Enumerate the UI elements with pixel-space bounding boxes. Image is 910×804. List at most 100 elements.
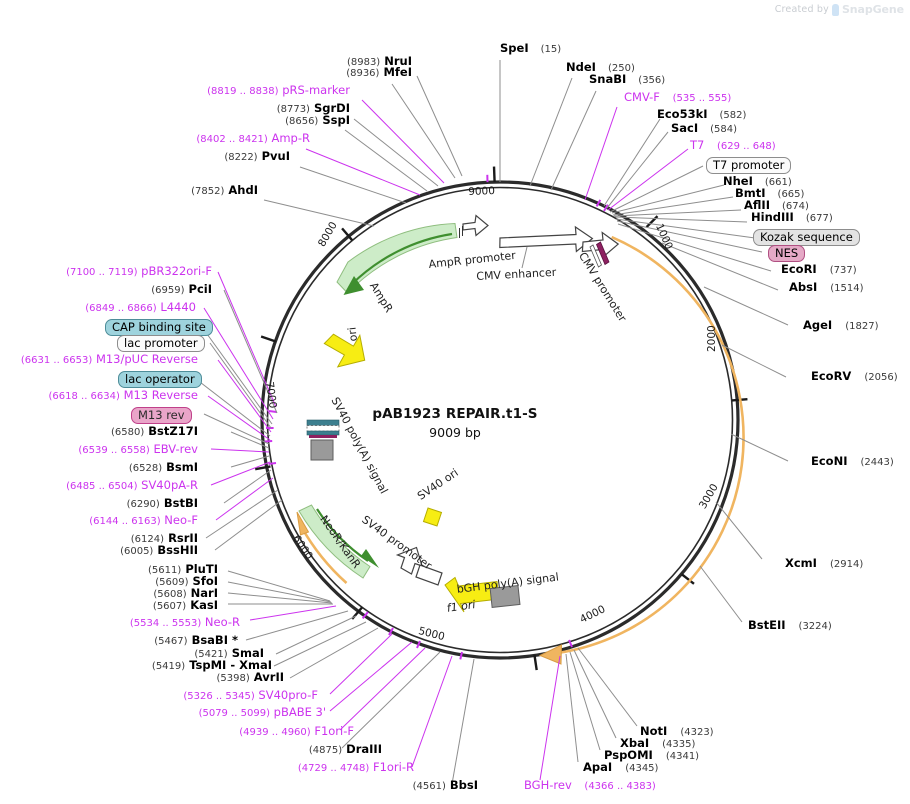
label-absi-pos: (1514) [830,283,864,294]
label-f1ori-r-pos: (4729 .. 4748) [297,763,370,774]
label-aflii[interactable]: AflII (674) [744,199,809,212]
label-m13-reverse[interactable]: (6618 .. 6634) M13 Reverse [0,389,198,402]
label-eco53ki-name: Eco53kI [657,107,708,121]
label-sfoi[interactable]: (5609) SfoI [0,575,218,588]
label-bbsi-pos: (4561) [412,781,446,792]
label-f1ori-f-name: F1ori-F [314,724,354,738]
label-draiii[interactable]: (4875) DraIII [0,742,382,756]
label-spei-name: SpeI [500,41,529,55]
label-sv40pa-r[interactable]: (6485 .. 6504) SV40pA-R [0,479,198,492]
chip-m13-rev[interactable]: M13 rev [131,407,192,425]
snapgene-watermark: Created by SnapGene [775,3,904,16]
label-smai[interactable]: (5421) SmaI [0,646,264,660]
label-neo-r[interactable]: (5534 .. 5553) Neo-R [0,616,240,629]
label-pvui[interactable]: (8222) PvuI [20,150,290,163]
label-sspi[interactable]: (8656) SspI [60,114,350,127]
chip-t7-promoter[interactable]: T7 promoter [706,157,792,175]
label-bsmi-name: BsmI [166,460,198,474]
label-f1ori-f[interactable]: (4939 .. 4960) F1ori-F [0,724,354,738]
leader-lines-right [661,242,789,623]
label-nhei[interactable]: NheI (661) [723,175,792,188]
label-noti[interactable]: NotI (4323) [640,725,714,738]
label-kasi-name: KasI [190,598,218,612]
label-avrii[interactable]: (5398) AvrII [0,670,285,684]
label-bstei[interactable]: BstEII (3224) [748,619,832,632]
label-sv40pro-f[interactable]: (5326 .. 5345) SV40pro-F [0,689,318,702]
label-econi[interactable]: EcoNI (2443) [811,455,894,468]
label-m13-puc-reverse[interactable]: (6631 .. 6653) M13/pUC Reverse [0,353,198,366]
label-ndei-pos: (250) [607,63,635,74]
label-smai-name: SmaI [231,646,264,660]
label-pbabe-3p[interactable]: (5079 .. 5099) pBABE 3' [0,706,326,719]
label-mfei[interactable]: (8936) MfeI [150,66,412,79]
label-smai-pos: (5421) [194,649,228,660]
label-bsabi[interactable]: (5467) BsaBI * [0,634,238,647]
label-noti-pos: (4323) [680,727,714,738]
label-pcii[interactable]: (6959) PciI [0,283,212,296]
label-absi[interactable]: AbsI (1514) [789,281,864,294]
chip-cap-binding-site[interactable]: CAP binding site [105,319,213,337]
label-pluti[interactable]: (5611) PluTI [0,563,218,576]
label-saci-pos: (584) [710,124,738,135]
label-ahdi-name: AhdI [228,183,258,197]
label-f1ori-r[interactable]: (4729 .. 4748) F1ori-R [0,760,414,774]
label-eco53ki[interactable]: Eco53kI (582) [657,107,746,121]
label-bsmi[interactable]: (6528) BsmI [0,460,198,474]
label-hindiii[interactable]: HindIII (677) [751,211,833,224]
label-snabi-name: SnaBI [589,72,627,86]
label-bstz17i[interactable]: (6580) BstZ17I [0,425,198,438]
label-pspomi[interactable]: PspOMI (4341) [604,749,699,762]
label-bsshii[interactable]: (6005) BssHII [0,543,198,557]
label-ecori[interactable]: EcoRI (737) [781,263,857,276]
label-ahdi[interactable]: (7852) AhdI [10,183,258,197]
label-sgrdi[interactable]: (8773) SgrDI [60,102,350,115]
label-pluti-pos: (5611) [148,565,182,576]
label-bgh-rev[interactable]: BGH-rev (4366 .. 4383) [524,778,656,792]
label-saci-name: SacI [671,121,699,135]
label-spei[interactable]: SpeI (15) [500,41,561,55]
chip-kozak-sequence[interactable]: Kozak sequence [753,229,860,247]
chip-nes[interactable]: NES [768,245,806,263]
chip-lac-promoter[interactable]: lac promoter [117,335,205,353]
label-pbr322ori-f[interactable]: (7100 .. 7119) pBR322ori-F [0,265,212,278]
label-l4440[interactable]: (6849 .. 6866) L4440 [0,301,196,314]
label-bmti[interactable]: BmtI (665) [735,187,804,200]
label-agei[interactable]: AgeI (1827) [803,319,879,332]
label-bsshii-name: BssHII [157,543,198,557]
label-f1ori-r-name: F1ori-R [372,760,414,774]
ruler-tick-2000: 2000 [706,325,718,352]
label-kasi[interactable]: (5607) KasI [0,598,218,612]
label-nari[interactable]: (5608) NarI [0,587,218,600]
label-sspi-pos: (8656) [285,116,319,127]
label-neo-f[interactable]: (6144 .. 6163) Neo-F [0,514,198,527]
label-snabi[interactable]: SnaBI (356) [589,72,665,86]
label-cmv-f[interactable]: CMV-F (535 .. 555) [624,91,731,104]
label-bstbi[interactable]: (6290) BstBI [0,497,198,510]
label-xcmi-pos: (2914) [829,559,864,570]
label-draiii-name: DraIII [346,742,382,756]
label-prs-marker[interactable]: (8819 .. 8838) pRS-marker [60,83,350,97]
snapgene-logo-icon [831,3,839,16]
label-bbsi[interactable]: (4561) BbsI [0,779,478,792]
label-avrii-name: AvrII [253,670,284,684]
label-tspmi-xmai[interactable]: (5419) TspMI - XmaI [0,659,272,672]
label-ahdi-pos: (7852) [191,186,225,197]
label-ndei[interactable]: NdeI (250) [566,61,635,74]
label-xcmi-name: XcmI [785,556,817,570]
label-saci[interactable]: SacI (584) [671,121,738,135]
label-amp-r[interactable]: (8402 .. 8421) Amp-R [20,132,310,145]
label-rsrii-pos: (6124) [130,534,165,545]
label-ebv-rev[interactable]: (6539 .. 6558) EBV-rev [0,443,198,456]
label-xcmi[interactable]: XcmI (2914) [785,556,864,570]
label-xbai[interactable]: XbaI (4335) [620,737,695,750]
label-nrui[interactable]: (8983) NruI [150,55,412,68]
label-t7[interactable]: T7 (629 .. 648) [690,139,776,152]
label-apai[interactable]: ApaI (4345) [583,761,658,774]
label-prs-marker-name: pRS-marker [282,83,350,97]
label-t7-pos: (629 .. 648) [717,141,776,152]
label-bgh-rev-name: BGH-rev [524,778,572,792]
label-rsrii[interactable]: (6124) RsrII [0,532,198,545]
label-ecorv[interactable]: EcoRV (2056) [811,370,898,383]
chip-lac-operator[interactable]: lac operator [118,371,202,389]
